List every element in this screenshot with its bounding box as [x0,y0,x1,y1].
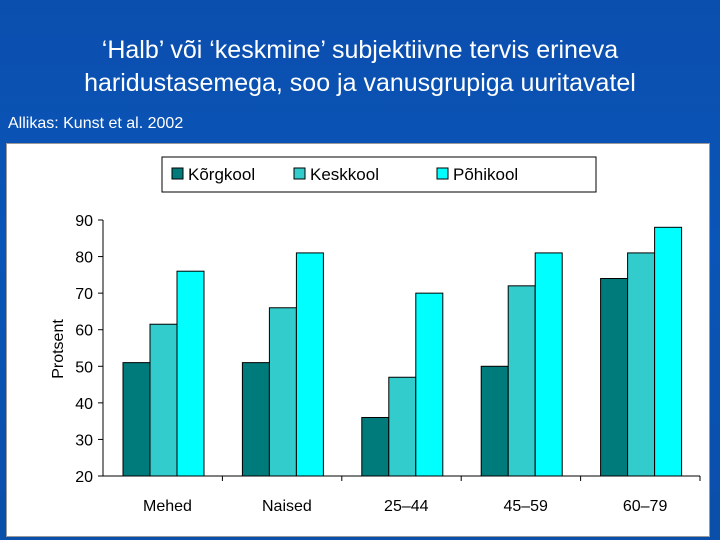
legend-label: Põhikool [453,165,518,184]
y-tick-label: 80 [75,250,93,267]
x-tick-label: 25–44 [384,498,429,515]
y-tick-label: 40 [75,396,93,413]
y-axis: 20 30 40 50 60 70 80 90 [75,213,104,486]
slide-title: ‘Halb’ või ‘keskmine’ subjektiivne tervi… [0,34,720,100]
legend-label: Kõrgkool [188,165,255,184]
bar [388,376,417,477]
bar [122,362,151,477]
bar [361,416,390,477]
plot-area [122,226,683,477]
y-tick-label: 30 [75,432,93,449]
x-tick-label: Mehed [143,498,192,515]
y-axis-label: Protsent [50,319,67,379]
slide-title-line2: haridustasemega, soo ja vanusgrupiga uur… [84,69,636,97]
y-tick-label: 70 [75,286,93,303]
x-tick-label: Naised [262,498,312,515]
x-tick-label: 60–79 [623,498,668,515]
y-tick-label: 20 [75,469,93,486]
y-tick-label: 60 [75,323,93,340]
bar [241,362,270,477]
legend-swatch [293,167,306,180]
bar [149,323,178,477]
bar [654,226,683,477]
legend-swatch [171,167,184,180]
bar [295,252,324,477]
legend-box [161,156,597,193]
bar [600,278,629,477]
legend-label: Keskkool [310,165,379,184]
bar [627,252,656,477]
y-tick-label: 90 [75,213,93,230]
bar [507,285,536,477]
bar [268,307,297,477]
bar [176,270,205,477]
bar [534,252,563,477]
bar [415,292,444,477]
x-tick-label: 45–59 [503,498,548,515]
bar [480,365,509,477]
slide-title-line1: ‘Halb’ või ‘keskmine’ subjektiivne tervi… [101,36,619,64]
x-axis: Mehed Naised 25–44 45–59 60–79 [103,475,701,515]
y-tick-label: 50 [75,359,93,376]
legend-swatch [436,167,449,180]
source-note: Allikas: Kunst et al. 2002 [8,115,184,132]
chart-legend: Kõrgkool Keskkool Põhikool [161,156,597,193]
